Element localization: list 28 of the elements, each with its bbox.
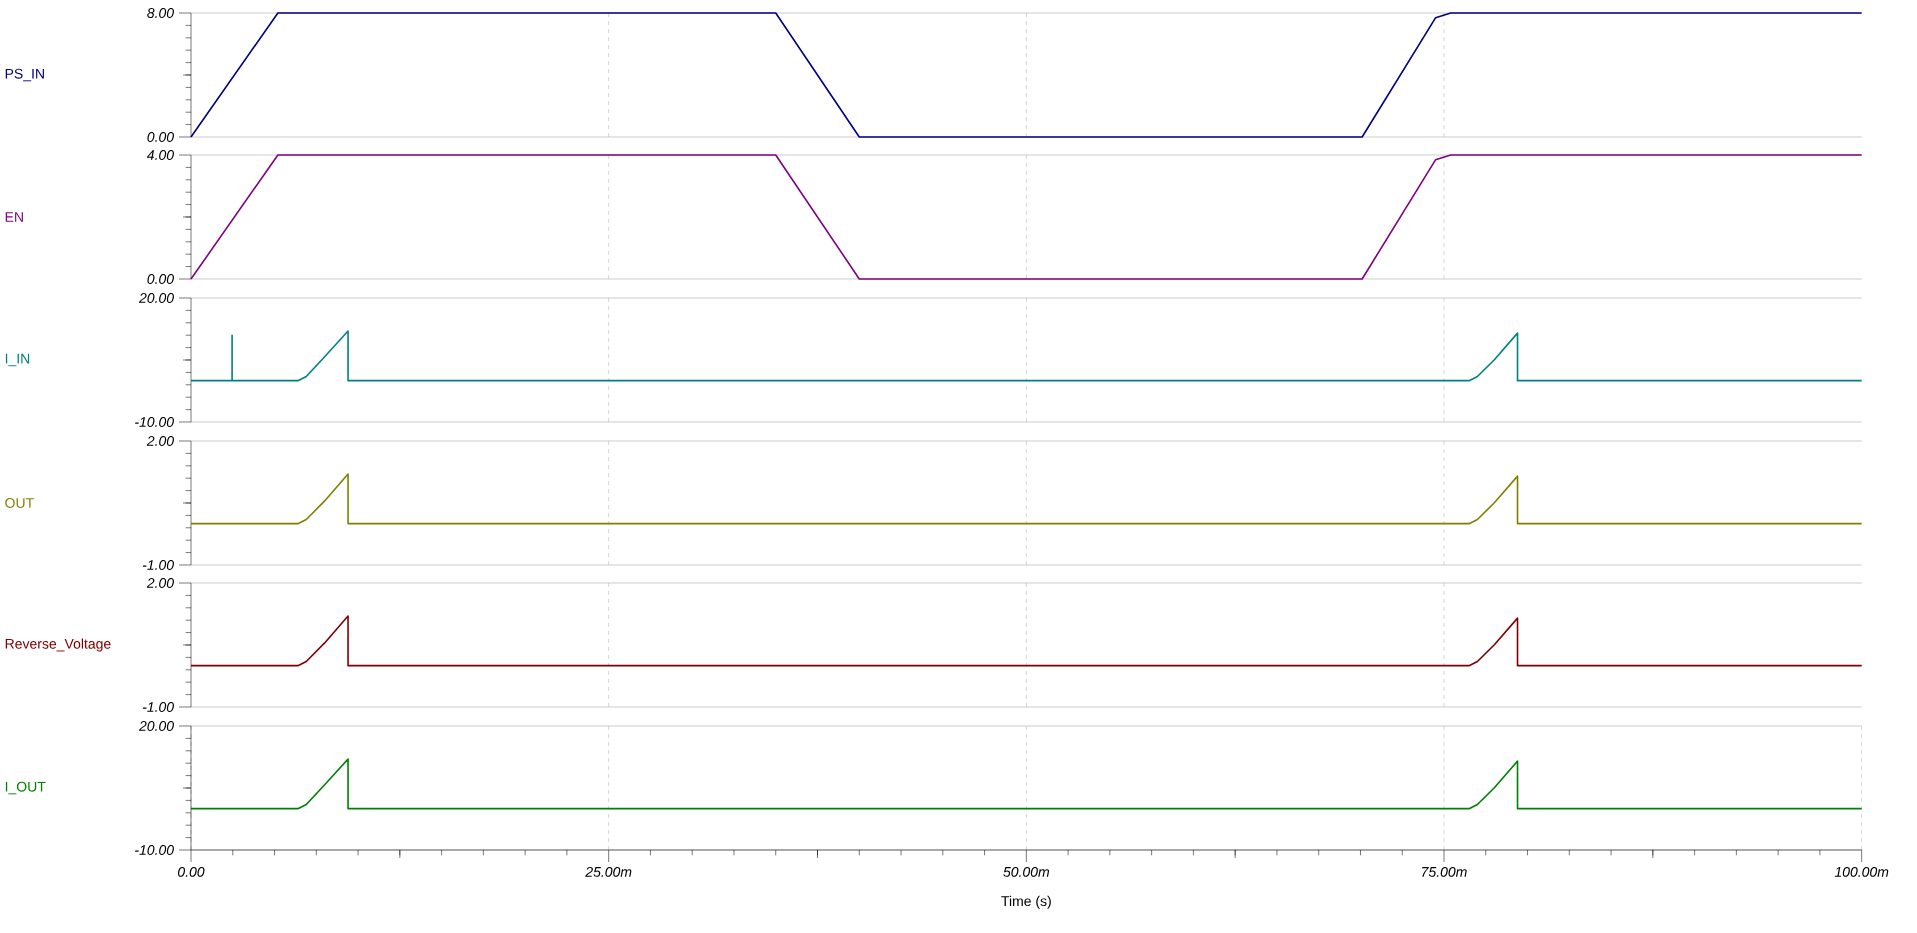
text: PS_IN (5, 68, 44, 82)
x-tick-label: 0.00 (177, 866, 205, 877)
x-tick-label: 25.00m (585, 866, 632, 877)
text: I_IN (5, 353, 30, 367)
y-tick-label: -1.00 (142, 560, 174, 570)
text: I_OUT (5, 781, 46, 795)
x-tick-label: 75.00m (1422, 866, 1467, 877)
line-series (190, 615, 1863, 667)
x-axis-title: Time (s) (1001, 895, 1051, 909)
text: OUT (5, 498, 34, 508)
y-tick-label: -10.00 (135, 845, 174, 855)
y-tick-label: 0.00 (147, 132, 174, 142)
y-tick-label: 2.00 (146, 436, 174, 446)
text: EN (5, 212, 23, 222)
line-series (190, 473, 1863, 525)
y-tick-label: 0.00 (147, 274, 174, 284)
y-tick-label: 4.00 (146, 150, 174, 160)
text: Reverse_Voltage (5, 638, 111, 652)
y-tick-label: -1.00 (142, 702, 174, 712)
y-tick-label: 2.00 (146, 578, 174, 588)
y-tick-label: -10.00 (135, 417, 174, 427)
line-series (190, 758, 1863, 810)
x-tick-label: 50.00m (1003, 866, 1050, 877)
y-tick-label: 20.00 (138, 721, 174, 731)
line-series (190, 330, 1863, 382)
y-tick-label: 8.00 (147, 8, 174, 18)
x-tick-label: 100.00m (1834, 866, 1889, 877)
y-tick-label: 20.00 (138, 293, 174, 303)
